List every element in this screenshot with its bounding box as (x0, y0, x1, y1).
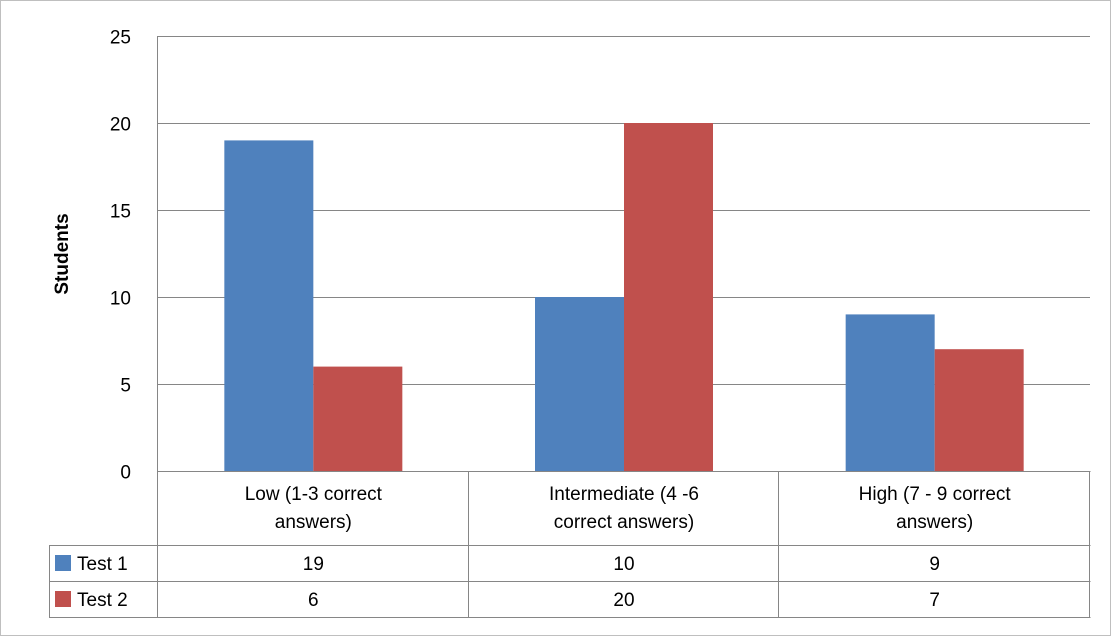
category-label: Low (1-3 correct (245, 484, 383, 505)
bar-test-2 (313, 366, 403, 471)
bars (224, 123, 1024, 471)
legend-label: Test 2 (77, 590, 128, 611)
data-table-value: 9 (929, 554, 940, 575)
y-tick-label: 25 (110, 28, 131, 49)
data-table-value: 10 (613, 554, 634, 575)
bar-test-2 (934, 349, 1024, 471)
legend-swatch-1 (55, 555, 71, 571)
legend-swatch-2 (55, 591, 71, 607)
legend-label: Test 1 (77, 554, 128, 575)
bar-test-1 (224, 140, 314, 471)
bar-test-2 (624, 123, 713, 471)
category-label: Intermediate (4 -6 (549, 484, 699, 505)
y-axis-ticks: 0 5 10 15 20 25 (110, 28, 131, 484)
data-table-value: 6 (308, 590, 319, 611)
y-axis-label: Students (52, 213, 73, 294)
y-tick-label: 15 (110, 202, 131, 223)
y-tick-label: 5 (120, 376, 131, 397)
y-tick-label: 10 (110, 289, 131, 310)
bar-test-1 (535, 297, 624, 471)
data-table-value: 19 (303, 554, 324, 575)
category-label: answers) (896, 512, 973, 533)
y-tick-label: 20 (110, 115, 131, 136)
data-table-value: 7 (929, 590, 940, 611)
category-label: High (7 - 9 correct (859, 484, 1012, 505)
bar-test-1 (845, 314, 935, 471)
data-table: Low (1-3 correct answers) Intermediate (4 … (49, 471, 1091, 618)
y-tick-label: 0 (120, 463, 131, 484)
category-label: answers) (275, 512, 352, 533)
data-table-value: 20 (613, 590, 634, 611)
category-label: correct answers) (554, 512, 694, 533)
